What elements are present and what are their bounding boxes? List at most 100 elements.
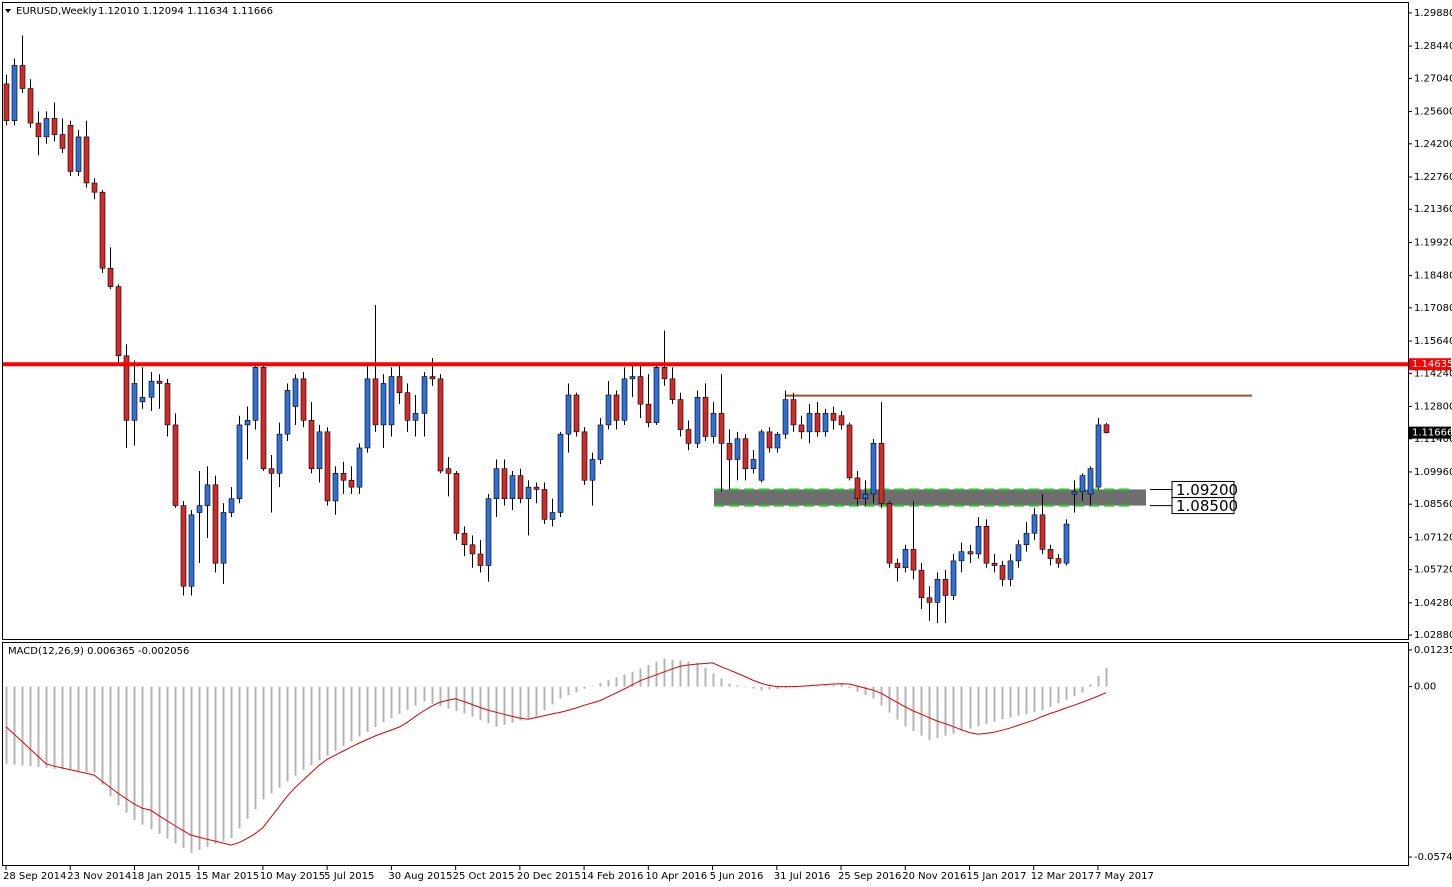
price-panel [2,2,1409,640]
candle-body [316,431,323,470]
candle-body [605,394,612,426]
candle-body [493,468,500,499]
x-tick-label: 10 May 2015 [260,871,325,882]
candle-body [27,88,34,124]
candle-body [83,136,90,184]
y-tick-label: 1.11400 [1414,434,1452,445]
candle-body [934,579,941,603]
y-tick-label: 1.28440 [1414,41,1452,52]
candle-body [1023,532,1030,546]
level-price-box [1409,358,1451,371]
y-tick-label: 1.21360 [1414,204,1452,215]
candle-body [469,544,476,555]
candle-body [894,562,901,569]
candle-body [196,505,203,513]
candle-body [485,498,492,566]
candle-body [388,376,395,426]
candle-body [3,83,10,122]
candle-body [991,562,998,566]
x-tick-label: 14 Feb 2016 [581,871,643,882]
candle-body [902,549,909,569]
candle-body [1007,560,1014,580]
y-tick-label: 1.04280 [1414,598,1452,609]
candle-body [862,493,869,499]
candle-body [702,396,709,437]
candle-body [19,65,26,89]
candle-body [396,376,403,393]
x-tick-label: 5 Jul 2015 [324,871,374,882]
candle-body [300,378,307,421]
y-tick-label: 1.14240 [1414,368,1452,379]
level-price-label: 1.14635 [1412,359,1452,370]
candle-body [830,413,837,421]
candle-body [260,367,267,470]
candle-body [292,378,299,407]
candle-body [870,443,877,495]
candle-body [806,413,813,433]
macd-title: MACD(12,26,9) 0.006365 -0.002056 [8,646,189,657]
y-tick-label: 1.08560 [1414,499,1452,510]
y-tick-label: 1.17080 [1414,303,1452,314]
candle-body [477,553,484,566]
candle-body [332,473,339,502]
candle-body [404,392,411,421]
candle-body [453,473,460,534]
menu-arrow[interactable] [5,9,11,13]
x-tick-label: 7 May 2017 [1095,871,1154,882]
candle-body [212,484,219,564]
y-tick-label: 0.012356 [1414,645,1452,656]
candle-body [726,443,733,460]
candle-body [1015,544,1022,562]
candle-body [846,424,853,479]
candle-body [750,459,757,470]
candle-body [589,459,596,481]
candle-body [236,424,243,499]
y-tick-label: 1.18480 [1414,271,1452,282]
candle-body [252,367,259,421]
y-tick-label: 1.02880 [1414,630,1452,641]
candle-body [1095,424,1102,488]
candle-body [549,512,556,520]
candle-body [156,380,163,384]
support-zone [714,489,1146,506]
candle-body [645,403,652,423]
candle-body [324,431,331,502]
y-tick-label: 1.29880 [1414,8,1452,19]
candle-body [131,383,138,421]
candle-body [364,378,371,449]
y-tick-label: 1.07120 [1414,532,1452,543]
candle-body [822,413,829,433]
x-tick-label: 31 Jul 2016 [774,871,831,882]
candle-body [445,468,452,474]
candle-body [637,376,644,405]
candle-body [308,420,315,470]
candle-body [51,118,58,135]
y-tick-label: 1.24200 [1414,139,1452,150]
last-price-label: 1.11666 [1412,428,1452,439]
candle-body [1087,468,1094,495]
candle-body [412,413,419,421]
candle-body [59,134,66,149]
candle-body [573,394,580,433]
zone-label: 1.09200 [1176,481,1238,499]
x-tick-label: 18 Jan 2015 [131,871,191,882]
candle-body [629,376,636,380]
y-tick-label: 1.09960 [1414,467,1452,478]
x-tick-label: 20 Nov 2016 [902,871,966,882]
candle-body [854,477,861,499]
candle-body [429,376,436,380]
candle-body [782,399,789,435]
candle-body [525,486,532,499]
candle-body [613,394,620,421]
last-price-box [1409,426,1451,439]
candle-body [999,565,1006,580]
zone-label: 1.08500 [1176,497,1238,515]
candle-body [734,438,741,460]
candle-body [204,484,211,506]
candle-body [172,424,179,506]
candle-body [164,383,171,426]
candle-body [180,505,187,587]
candle-body [67,125,74,172]
x-tick-label: 25 Sep 2016 [838,871,901,882]
